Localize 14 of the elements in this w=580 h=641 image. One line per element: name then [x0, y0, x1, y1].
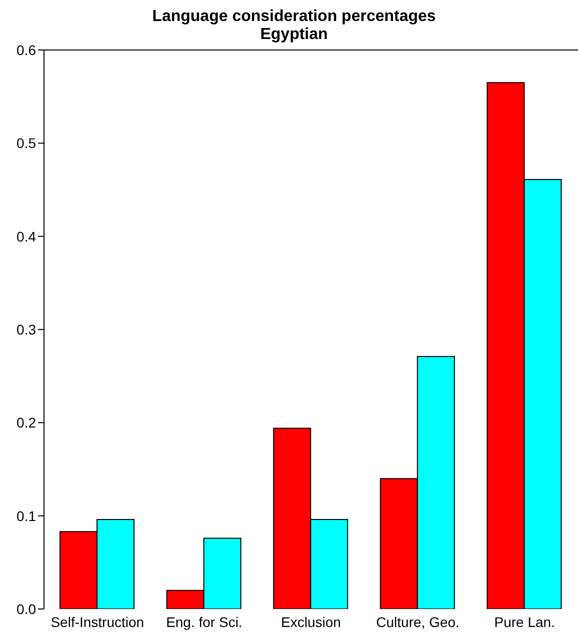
y-tick-label: 0.4	[16, 228, 36, 244]
x-tick-label: Self-Instruction	[50, 614, 144, 630]
chart-title: Language consideration percentages	[151, 8, 437, 26]
x-tick-label: Exclusion	[281, 614, 341, 630]
x-tick-label: Eng. for Sci.	[166, 614, 242, 630]
x-tick-label: Culture, Geo.	[376, 614, 460, 630]
x-tick-label: Pure Lan.	[494, 614, 555, 630]
y-tick-label: 0.3	[16, 321, 36, 338]
y-tick-label: 0.1	[16, 508, 36, 524]
y-tick-label: 0.5	[16, 135, 36, 152]
y-tick-label: 0.0	[16, 600, 36, 617]
y-tick-label: 0.2	[16, 414, 36, 431]
chart-subtitle: Egyptian	[260, 26, 328, 43]
y-tick-label: 0.6	[16, 42, 36, 58]
